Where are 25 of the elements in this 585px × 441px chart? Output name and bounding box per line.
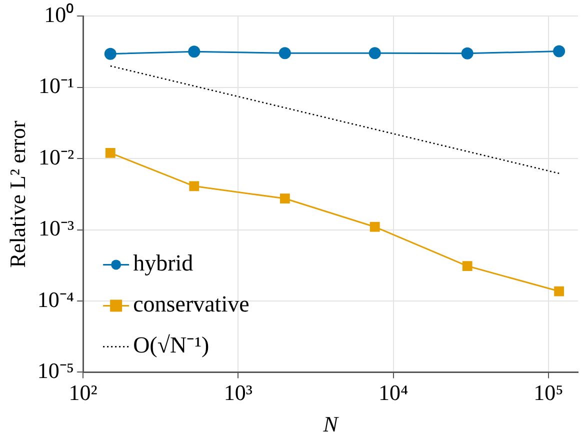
legend-label: O(√N⁻¹) xyxy=(133,332,210,358)
y-tick-label: 10⁻¹ xyxy=(38,73,74,98)
point xyxy=(188,46,200,58)
point xyxy=(462,261,472,271)
x-axis-title: N xyxy=(322,412,340,437)
legend-label: hybrid xyxy=(133,250,194,276)
point xyxy=(370,222,380,232)
point xyxy=(553,45,566,58)
legend-label: conservative xyxy=(133,292,250,317)
y-tick-label: 10⁻⁵ xyxy=(37,358,74,383)
point xyxy=(368,47,381,60)
x-tick-label: 10² xyxy=(68,380,98,406)
x-tick-label: 10⁵ xyxy=(534,380,564,406)
y-tick-label: 10⁻³ xyxy=(38,216,74,241)
point xyxy=(280,194,290,204)
x-tick-label: 10⁴ xyxy=(378,380,409,406)
y-tick-label: 10⁻⁴ xyxy=(37,286,74,312)
x-tick-label: 10³ xyxy=(224,380,253,406)
point xyxy=(554,286,564,296)
y-axis-title: Relative L² error xyxy=(4,120,30,268)
point xyxy=(189,181,200,192)
point xyxy=(278,47,291,60)
y-tick-label: 10⁰ xyxy=(44,2,74,27)
y-tick-label: 10⁻² xyxy=(38,144,74,170)
point xyxy=(461,47,474,60)
